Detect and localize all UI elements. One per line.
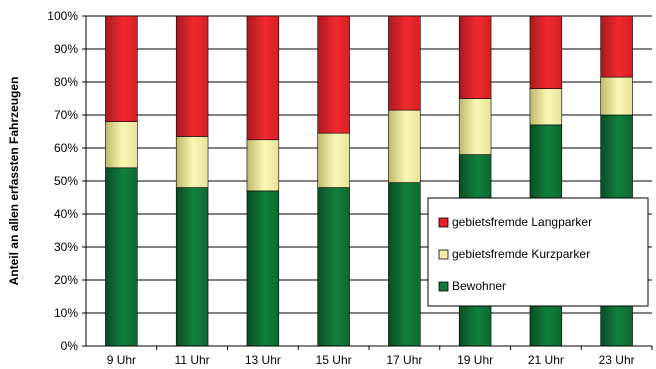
bar-segment-langparker xyxy=(317,15,350,134)
bar-segment-langparker xyxy=(458,15,492,99)
legend-label: gebietsfremde Kurzparker xyxy=(452,247,590,261)
bar-segment-bewohner xyxy=(388,182,421,347)
bar-segment-bewohner xyxy=(246,190,280,347)
y-tick-label: 30% xyxy=(54,240,78,254)
legend-box xyxy=(427,197,649,307)
y-axis-title: Anteil an allen erfassten Fahrzeugen xyxy=(7,77,21,286)
x-tick-label: 11 Uhr xyxy=(175,353,210,367)
x-tick-label: 19 Uhr xyxy=(457,353,493,367)
legend-swatch xyxy=(438,249,449,260)
bar-segment-kurzparker xyxy=(246,139,280,192)
bar-segment-bewohner xyxy=(105,167,138,347)
legend-label: gebietsfremde Langparker xyxy=(452,215,592,229)
legend-label: Bewohner xyxy=(452,279,506,293)
bar-segment-kurzparker xyxy=(105,121,138,169)
x-tick-label: 13 Uhr xyxy=(245,353,281,367)
bar-segment-kurzparker xyxy=(529,88,563,126)
y-tick-label: 50% xyxy=(54,174,78,188)
bar-segment-kurzparker xyxy=(175,136,209,188)
x-tick-label: 17 Uhr xyxy=(386,353,422,367)
y-tick-label: 90% xyxy=(54,42,78,56)
y-tick-label: 20% xyxy=(54,273,78,287)
bar-segment-langparker xyxy=(246,15,280,141)
bar-segment-langparker xyxy=(388,15,421,111)
x-tick-label: 15 Uhr xyxy=(316,353,352,367)
bar-segment-kurzparker xyxy=(458,98,492,155)
y-tick-label: 10% xyxy=(54,306,78,320)
y-tick-label: 40% xyxy=(54,207,78,221)
bar-segment-langparker xyxy=(105,15,138,122)
y-tick-label: 0% xyxy=(61,339,79,353)
x-tick-label: 21 Uhr xyxy=(528,353,564,367)
y-tick-label: 100% xyxy=(47,9,78,23)
bar-segment-kurzparker xyxy=(600,76,633,116)
legend: gebietsfremde Langparker gebietsfremde Ku… xyxy=(427,197,649,307)
y-tick-label: 70% xyxy=(54,108,78,122)
legend-swatch xyxy=(438,281,449,292)
bar-segment-kurzparker xyxy=(317,132,350,188)
y-tick-labels: 0% 10% 20% 30% 40% 50% 60% 70% 80% 90% 100% xyxy=(47,9,78,353)
bar-segment-bewohner xyxy=(175,187,209,347)
y-tick-label: 60% xyxy=(54,141,78,155)
x-tick-label: 23 Uhr xyxy=(599,353,635,367)
bar-segment-langparker xyxy=(600,15,633,78)
y-tick-label: 80% xyxy=(54,75,78,89)
legend-swatch xyxy=(438,217,449,228)
bar-segment-langparker xyxy=(529,15,563,89)
axes xyxy=(85,16,652,347)
bar-segment-kurzparker xyxy=(388,109,421,183)
x-tick-label: 9 Uhr xyxy=(107,353,136,367)
x-tick-labels: 9 Uhr 11 Uhr 13 Uhr 15 Uhr 17 Uhr 19 Uhr 21 Uh… xyxy=(107,346,653,367)
bar-segment-langparker xyxy=(175,15,209,137)
bar-segment-bewohner xyxy=(317,187,350,347)
